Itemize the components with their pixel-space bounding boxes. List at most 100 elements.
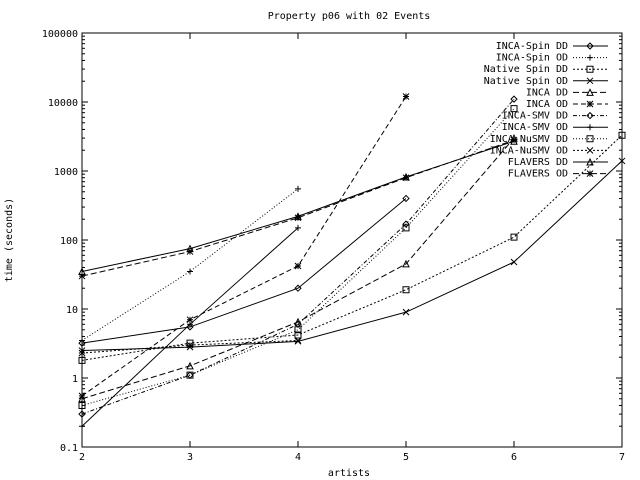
data-point [186, 341, 194, 349]
data-point [510, 136, 518, 144]
y-tick-label: 1 [72, 374, 78, 385]
legend-marker-native-spin-dd [586, 65, 594, 73]
data-point [187, 321, 193, 328]
data-point [78, 356, 86, 364]
series-line-inca-spin-od [81, 188, 299, 341]
axis-ticks: 2 3 4 5 6 7 0.1 1 10 100 1000 10000 100000 [42, 29, 625, 463]
data-point [78, 410, 86, 418]
data-point [187, 268, 193, 275]
legend-label-inca-spin-dd: INCA-Spin DD [496, 41, 568, 52]
data-point [294, 337, 302, 344]
legend-marker-inca-nusmv-dd [586, 135, 594, 143]
data-point [78, 401, 86, 409]
legend-marker-inca-spin-dd [586, 42, 594, 50]
data-point [402, 174, 410, 182]
data-point [294, 320, 302, 329]
legend-marker-inca-dd [586, 88, 594, 96]
legend-label-inca-spin-od: INCA-Spin OD [496, 53, 568, 64]
x-tick-label: 7 [619, 452, 625, 463]
data-point [510, 233, 518, 241]
data-point [618, 157, 626, 165]
y-tick-label: 10 [66, 305, 78, 316]
legend-label-inca-smv-od: INCA-SMV OD [502, 122, 568, 133]
legend-marker-flavers-dd [586, 157, 594, 166]
series-flavers-dd [78, 137, 518, 275]
legend-label-inca-smv-dd: INCA-SMV DD [502, 111, 568, 122]
legend-label-flavers-od: FLAVERS OD [508, 169, 568, 180]
legend-marker-flavers-od [586, 170, 594, 177]
data-point [402, 220, 410, 228]
legend-marker-inca-nusmv-od [586, 147, 594, 154]
data-point [186, 248, 194, 255]
data-point [402, 194, 410, 203]
data-point [79, 337, 85, 344]
legend-marker-native-spin-od [586, 77, 594, 85]
series-inca-smv-dd [78, 95, 518, 418]
data-point [294, 337, 302, 345]
data-point [618, 131, 626, 139]
data-point [402, 224, 410, 232]
data-point [295, 224, 301, 231]
y-tick-label: 10000 [48, 98, 78, 109]
data-point [78, 349, 86, 357]
legend-marker-inca-smv-od [587, 124, 593, 131]
y-tick-label: 100 [60, 236, 78, 247]
series-line-flavers-dd [81, 140, 515, 272]
series-inca-od [78, 93, 410, 400]
legend-marker-inca-smv-dd [586, 111, 594, 120]
legend-label-inca-nusmv-od: INCA-NuSMV OD [490, 145, 568, 156]
data-point [510, 95, 518, 103]
legend-label-native-spin-od: Native Spin OD [484, 76, 568, 87]
x-tick-label: 2 [79, 452, 85, 463]
data-point [186, 361, 194, 370]
legend-marker-inca-spin-od [587, 54, 593, 61]
legend-label-native-spin-dd: Native Spin DD [484, 64, 568, 75]
data-point [294, 284, 302, 292]
data-point [78, 347, 86, 354]
series-line-inca-nusmv-dd [81, 108, 515, 406]
data-point [78, 394, 86, 403]
legend-label-flavers-dd: FLAVERS DD [508, 157, 568, 168]
series-inca-nusmv-od [78, 337, 302, 357]
x-tick-label: 5 [403, 452, 409, 463]
series-line-inca-smv-dd [81, 98, 515, 415]
x-axis-label: artists [328, 468, 370, 479]
legend-label-inca-od: INCA OD [526, 99, 568, 110]
data-point [294, 214, 302, 222]
series-line-flavers-od [81, 139, 515, 277]
data-point [402, 93, 410, 100]
series-inca-smv-od [79, 224, 301, 430]
series-line-native-spin-od [81, 160, 623, 352]
series-inca-nusmv-dd [78, 105, 518, 409]
data-point [295, 185, 301, 192]
x-tick-label: 6 [511, 452, 517, 463]
data-point [186, 343, 194, 351]
series-native-spin-od [78, 157, 626, 354]
legend-marker-inca-od [586, 100, 594, 108]
data-point [294, 262, 302, 270]
data-point [294, 317, 302, 326]
data-point [510, 258, 518, 266]
y-axis-label: time (seconds) [4, 198, 15, 282]
series-line-inca-spin-dd [81, 198, 407, 344]
data-point [78, 339, 86, 347]
series-inca-spin-od [79, 185, 301, 344]
data-point [186, 371, 194, 379]
y-tick-label: 1000 [54, 167, 78, 178]
data-point [186, 339, 194, 347]
data-point [186, 316, 194, 324]
series-group [78, 93, 626, 430]
data-point [402, 308, 410, 316]
legend-label-inca-dd: INCA DD [526, 87, 568, 98]
chart-title: Property p06 with 02 Events [268, 11, 431, 22]
y-tick-label: 100000 [42, 29, 78, 40]
data-point [78, 392, 86, 400]
data-point [402, 259, 410, 268]
y-tick-label: 0.1 [60, 443, 78, 454]
series-flavers-od [78, 136, 518, 280]
data-point [402, 286, 410, 294]
legend-label-inca-nusmv-dd: INCA-NuSMV DD [490, 134, 568, 145]
x-tick-label: 4 [295, 452, 301, 463]
series-line-inca-od [81, 96, 407, 397]
